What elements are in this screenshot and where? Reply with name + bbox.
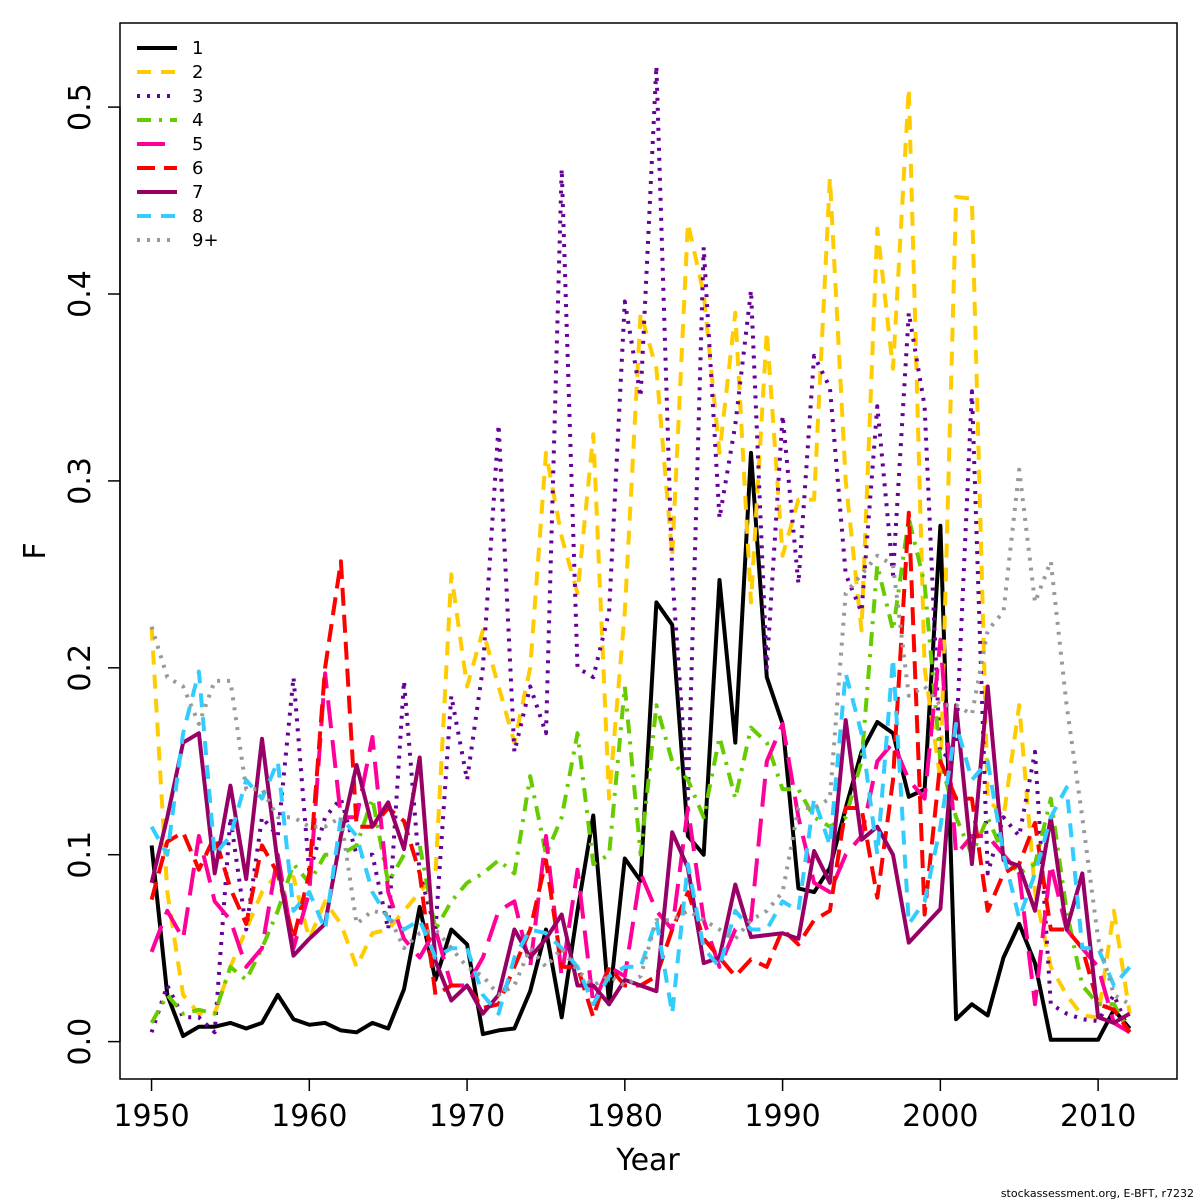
legend-label: 9+: [192, 230, 219, 251]
series-line-4: [149, 516, 1132, 1034]
x-axis-title: Year: [615, 1143, 680, 1178]
y-axis-title: F: [18, 542, 53, 559]
legend-entry-7: 7: [137, 182, 203, 203]
y-tick-label: 0.5: [63, 83, 98, 131]
series-line-8: [149, 656, 1132, 1016]
legend-label: 3: [192, 86, 203, 107]
legend-label: 7: [192, 182, 203, 203]
legend-entry-8: 8: [137, 206, 203, 227]
legend-label: 6: [192, 158, 203, 179]
x-tick-label: 1950: [113, 1099, 189, 1134]
series-line-2: [149, 86, 1132, 1020]
legend-entry-2: 2: [137, 62, 203, 83]
x-axis: 1950 1960 1970 1980 1990 2000 2010: [113, 1078, 1136, 1134]
series-layer: [149, 64, 1132, 1042]
y-tick-label: 0.2: [63, 644, 98, 692]
legend-label: 4: [192, 110, 203, 131]
legend-label: 2: [192, 62, 203, 83]
plot-frame: [119, 22, 1178, 1080]
series-line-3: [149, 64, 1132, 1035]
x-tick-label: 1980: [587, 1099, 663, 1134]
legend-entry-3: 3: [137, 86, 203, 107]
y-tick-label: 0.3: [63, 457, 98, 505]
y-tick-label: 0.4: [63, 270, 98, 318]
y-tick-label: 0.0: [63, 1018, 98, 1066]
series-line-9: [149, 467, 1131, 1006]
x-tick-label: 1990: [744, 1099, 820, 1134]
legend-entry-6: 6: [137, 158, 203, 179]
legend-label: 8: [192, 206, 203, 227]
x-tick-label: 1960: [271, 1099, 347, 1134]
legend: 1 2 3 4 5 6 7 8 9+: [137, 38, 219, 251]
legend-entry-5: 5: [137, 134, 203, 155]
x-tick-label: 1970: [429, 1099, 505, 1134]
x-tick-label: 2000: [902, 1099, 978, 1134]
legend-label: 1: [192, 38, 203, 59]
legend-entry-1: 1: [137, 38, 203, 59]
legend-entry-9: 9+: [137, 230, 219, 251]
y-axis: 0.0 0.1 0.2 0.3 0.4 0.5: [63, 83, 121, 1066]
credit-text: stockassessment.org, E-BFT, r7232: [1001, 1187, 1194, 1200]
legend-label: 5: [192, 134, 203, 155]
x-tick-label: 2010: [1060, 1099, 1136, 1134]
legend-entry-4: 4: [137, 110, 203, 131]
series-line-7: [149, 684, 1131, 1025]
series-line-1: [149, 450, 1132, 1042]
y-tick-label: 0.1: [63, 831, 98, 879]
